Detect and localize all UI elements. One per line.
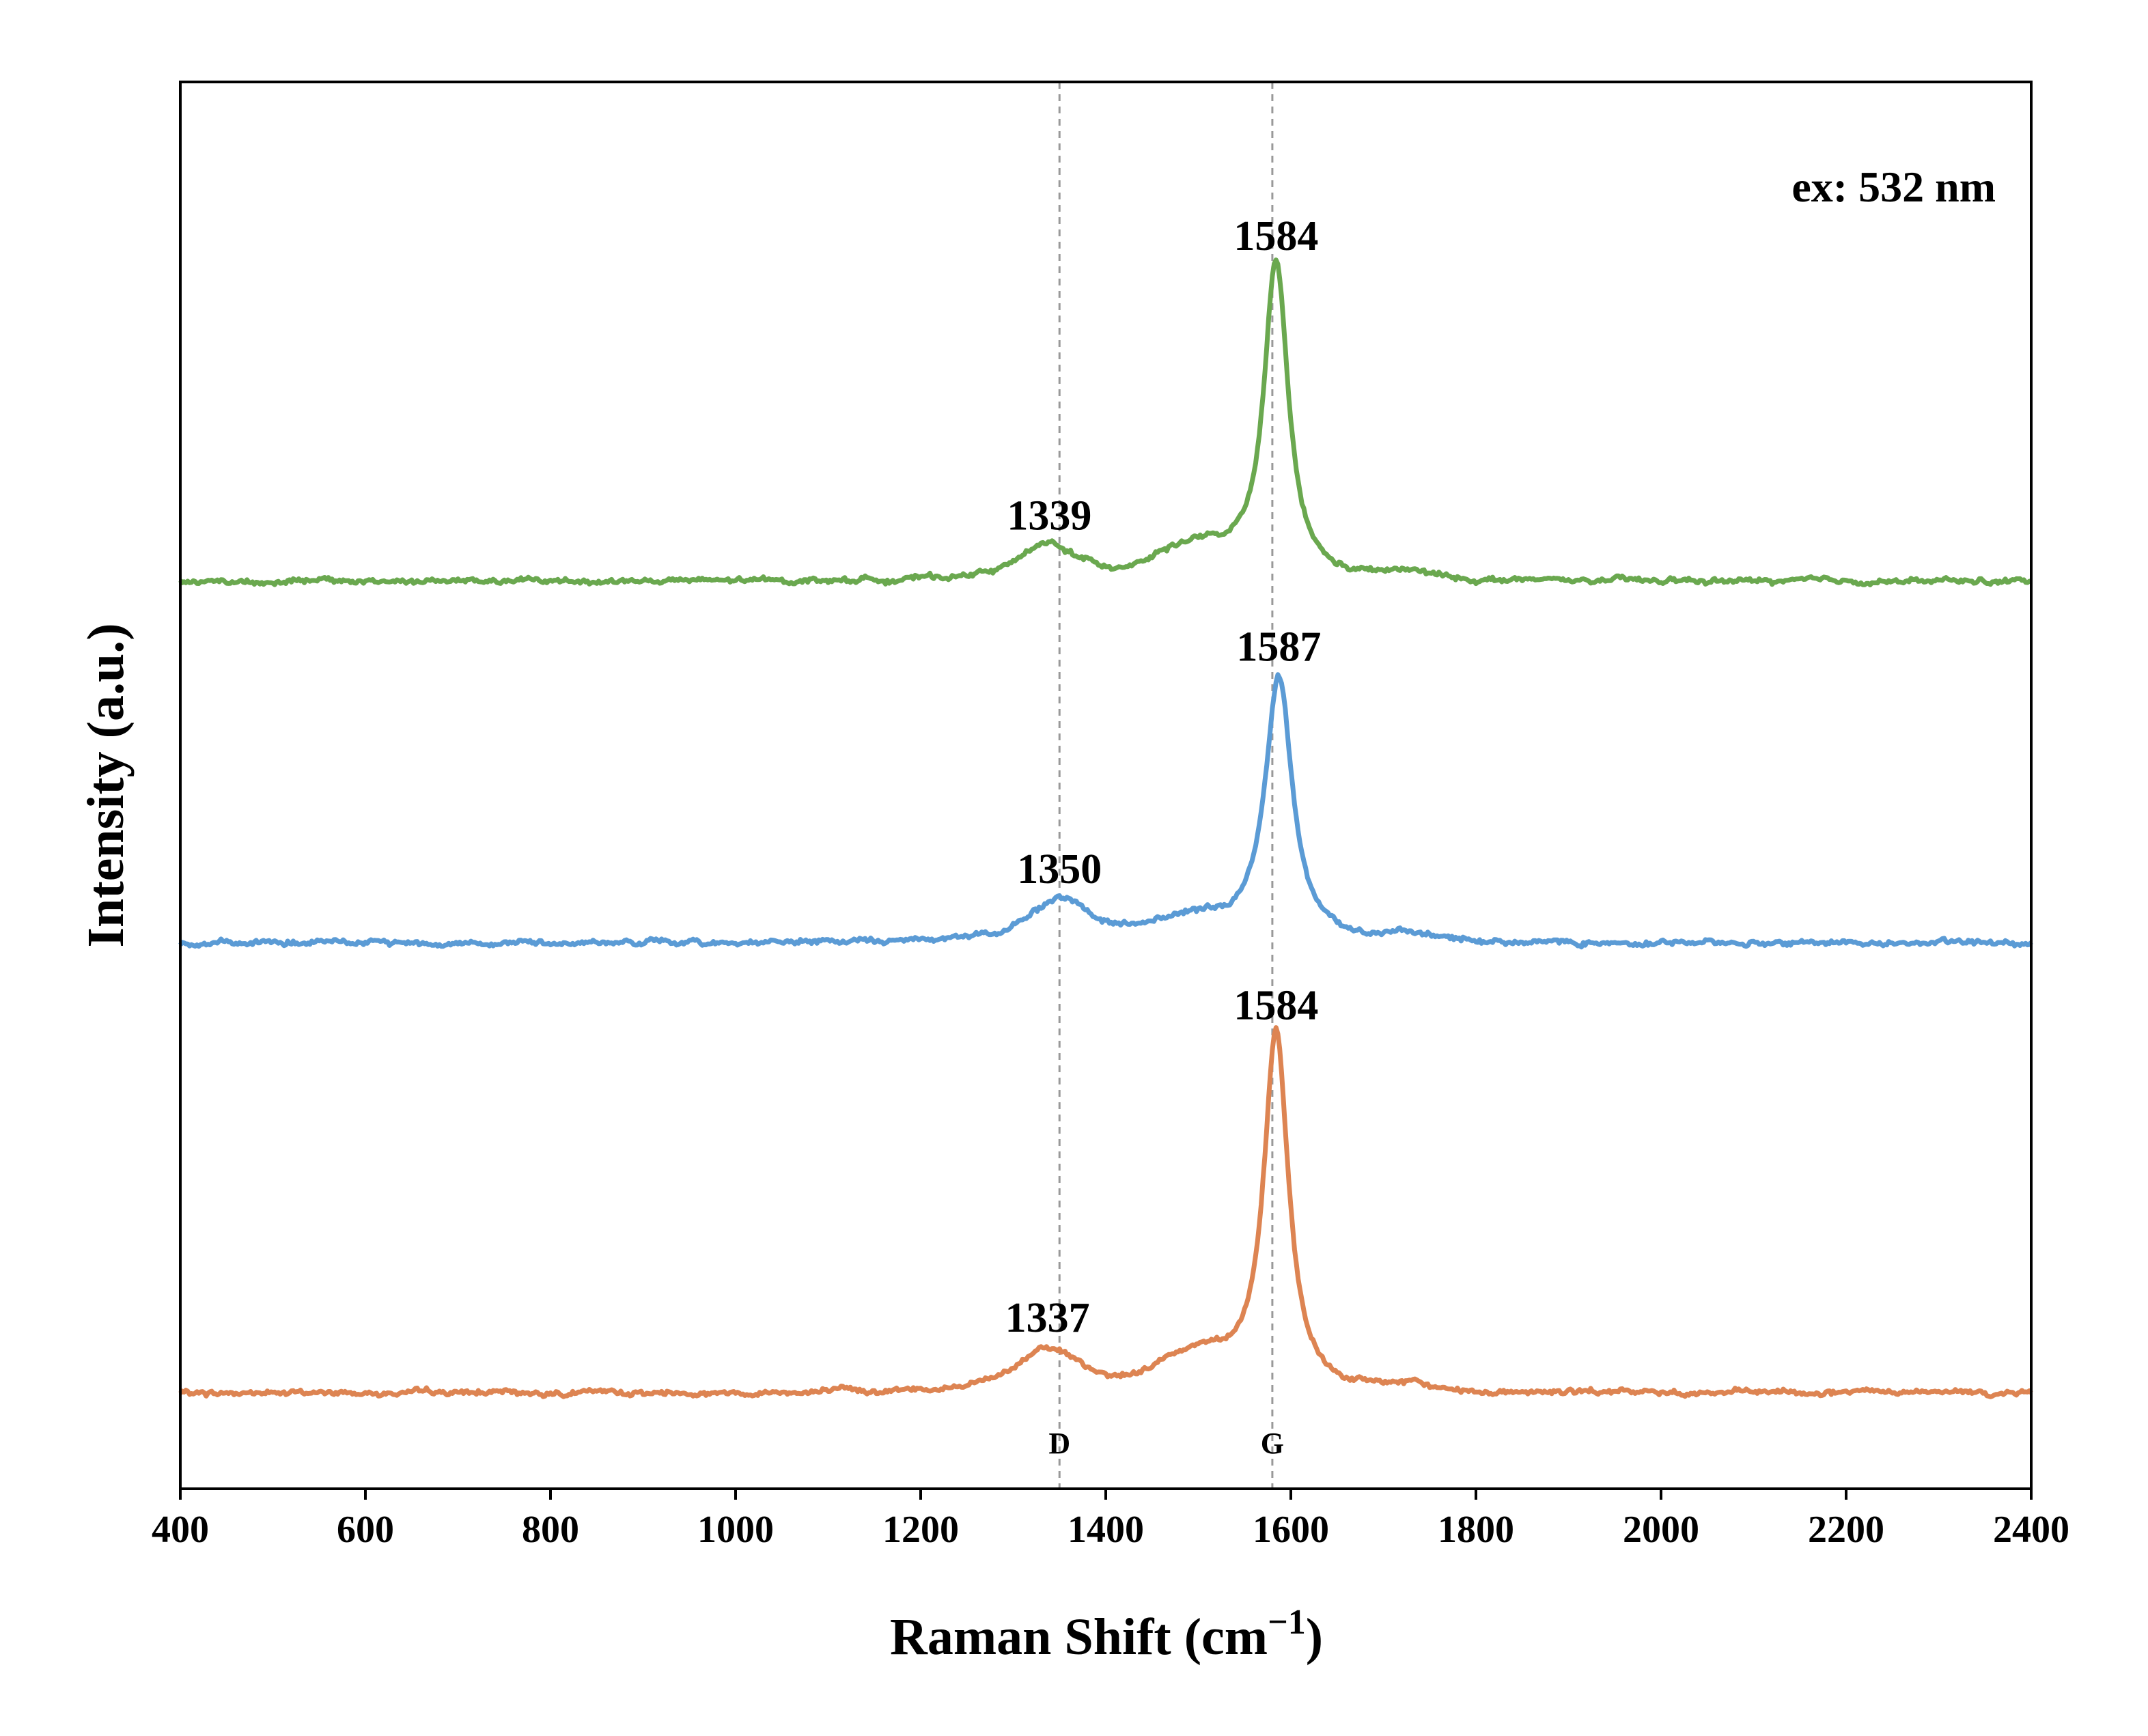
- x-tick-label: 1600: [1253, 1509, 1329, 1551]
- x-tick-label: 1200: [882, 1509, 959, 1551]
- series-lines: [178, 257, 2033, 1399]
- peak-label: 1584: [1233, 983, 1318, 1029]
- y-axis-label: Intensity (a.u.): [77, 623, 135, 947]
- plot-frame: [179, 81, 2033, 1490]
- x-tick-label: 1800: [1438, 1509, 1514, 1551]
- peak-label: 1584: [1233, 213, 1318, 260]
- x-axis-ticks: 400 600 800 1000 1200 1400 1600 1800 2000 2200 240…: [152, 1489, 2069, 1551]
- band-label-d: D: [1048, 1427, 1070, 1460]
- x-tick-label: 400: [152, 1509, 209, 1551]
- x-tick-label: 1400: [1068, 1509, 1144, 1551]
- x-axis-label-superscript: −1: [1268, 1603, 1306, 1642]
- peak-label: 1350: [1017, 846, 1102, 893]
- excitation-annotation: ex: 532 nm: [1791, 163, 1996, 211]
- x-axis-label-close: ): [1306, 1608, 1323, 1666]
- peak-label: 1337: [1005, 1295, 1090, 1341]
- x-tick-label: 2000: [1623, 1509, 1699, 1551]
- peak-labels: 1337 1584 1350 1587 1339 1584: [1005, 213, 1322, 1341]
- x-tick-label: 600: [337, 1509, 394, 1551]
- peak-label: 1587: [1236, 624, 1321, 670]
- x-axis-label: Raman Shift (cm−1): [890, 1603, 1323, 1666]
- x-tick-label: 800: [522, 1509, 579, 1551]
- spectrum-line-3: [178, 257, 2032, 587]
- band-label-g: G: [1261, 1427, 1284, 1460]
- x-tick-label: 1000: [697, 1509, 774, 1551]
- peak-label: 1339: [1007, 493, 1091, 540]
- x-tick-label: 2200: [1808, 1509, 1884, 1551]
- x-tick-label: 2400: [1993, 1509, 2069, 1551]
- spectrum-line-2: [178, 672, 2033, 950]
- spectrum-line-1: [178, 1025, 2033, 1399]
